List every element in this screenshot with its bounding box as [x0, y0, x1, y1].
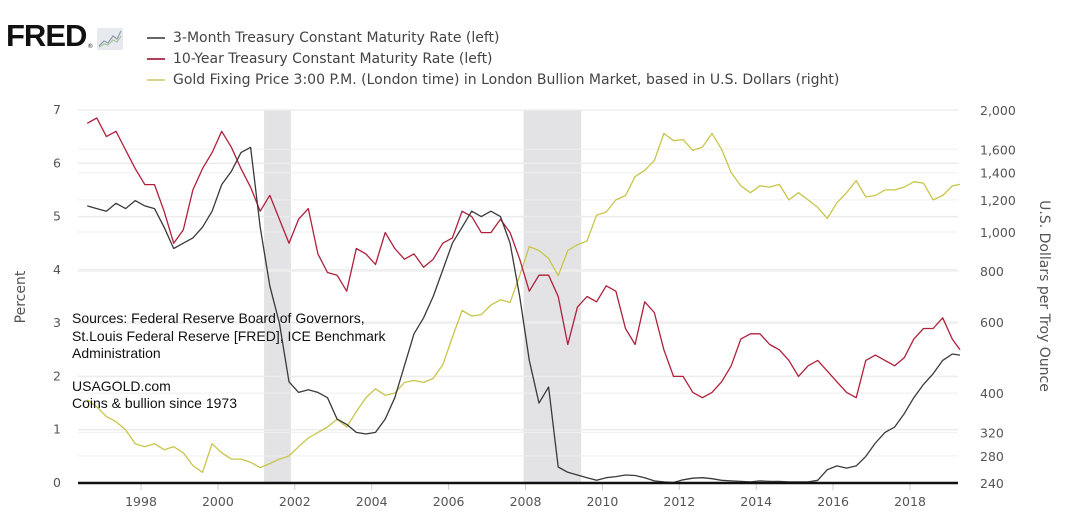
y-left-tick-label: 7: [53, 102, 61, 117]
x-tick-label: 1998: [125, 494, 157, 509]
y-left-tick-label: 3: [53, 315, 61, 330]
y-axis-right-title: U.S. Dollars per Troy Ounce: [1036, 200, 1052, 392]
legend-item-10y[interactable]: 10-Year Treasury Constant Maturity Rate …: [147, 48, 839, 69]
y-left-tick-label: 4: [53, 262, 61, 277]
y-left-tick-label: 1: [53, 422, 61, 437]
x-tick-label: 2012: [663, 494, 695, 509]
registered-mark: ®: [87, 43, 94, 50]
recession-bands: [264, 110, 582, 483]
y-right-tick-label: 280: [980, 449, 1004, 464]
y-right-tick-label: 1,400: [980, 166, 1016, 181]
y-right-tick-label: 1,600: [980, 142, 1016, 157]
annotation-tagline: Coins & bullion since 1973: [72, 395, 237, 411]
x-tick-label: 2002: [279, 494, 311, 509]
chart-legend: 3-Month Treasury Constant Maturity Rate …: [147, 27, 839, 90]
series-lines: [86, 117, 961, 484]
x-tick-label: 2010: [586, 494, 618, 509]
y-right-tick-label: 2,000: [980, 103, 1016, 118]
legend-label-3m: 3-Month Treasury Constant Maturity Rate …: [173, 29, 500, 46]
legend-label-gold: Gold Fixing Price 3:00 P.M. (London time…: [173, 71, 840, 88]
y-axis-left-ticks: 0 1 2 3 4 5 6 7: [53, 102, 61, 490]
annotation-line-2: St.Louis Federal Reserve [FRED], ICE Ben…: [72, 328, 387, 344]
x-tick-label: 2000: [202, 494, 234, 509]
recession-band: [523, 110, 582, 483]
series-10-year-treasury: [86, 117, 961, 399]
y-right-tick-label: 1,000: [980, 225, 1016, 240]
legend-label-10y: 10-Year Treasury Constant Maturity Rate …: [173, 50, 493, 67]
series-gold-price: [86, 132, 961, 473]
annotation-usagold[interactable]: USAGOLD.com: [72, 378, 171, 394]
y-left-tick-label: 6: [53, 155, 61, 170]
y-right-tick-label: 400: [980, 386, 1004, 401]
y-left-tick-label: 5: [53, 209, 61, 224]
series-3-month-treasury: [87, 146, 961, 484]
fred-logo[interactable]: FRED ®: [6, 18, 124, 53]
x-tick-label: 2006: [433, 494, 465, 509]
y-right-tick-label: 1,200: [980, 193, 1016, 208]
legend-swatch-10y: [147, 57, 165, 60]
fred-logo-text: FRED: [6, 18, 87, 53]
y-right-tick-label: 320: [980, 425, 1004, 440]
chart-line-icon: [97, 28, 124, 50]
legend-swatch-3m: [147, 36, 165, 39]
annotation-line-3: Administration: [72, 345, 161, 361]
source-annotation: Sources: Federal Reserve Board of Govern…: [72, 310, 387, 411]
x-tick-label: 2014: [740, 494, 772, 509]
legend-item-3m[interactable]: 3-Month Treasury Constant Maturity Rate …: [147, 27, 839, 48]
annotation-line-1: Sources: Federal Reserve Board of Govern…: [72, 310, 365, 326]
y-left-tick-label: 0: [53, 475, 61, 490]
legend-swatch-gold: [147, 78, 165, 81]
legend-item-gold[interactable]: Gold Fixing Price 3:00 P.M. (London time…: [147, 69, 839, 90]
x-axis-ticks: 1998 2000 2002 2004 2006 2008 2010 2012 2014 2016…: [125, 483, 926, 509]
y-left-tick-label: 2: [53, 368, 61, 383]
y-axis-left-title: Percent: [13, 270, 29, 323]
x-tick-label: 2016: [817, 494, 849, 509]
y-right-tick-label: 800: [980, 264, 1004, 279]
y-right-tick-label: 240: [980, 476, 1004, 491]
recession-band: [264, 110, 291, 483]
y-axis-right-ticks: 240 280 320 400 600 800 1,000 1,200 1,400 1,600 2,…: [980, 103, 1016, 491]
x-tick-label: 2004: [356, 494, 388, 509]
y-right-tick-label: 600: [980, 315, 1004, 330]
x-tick-label: 2008: [510, 494, 542, 509]
x-tick-label: 2018: [894, 494, 926, 509]
grid-lines: [78, 109, 958, 457]
